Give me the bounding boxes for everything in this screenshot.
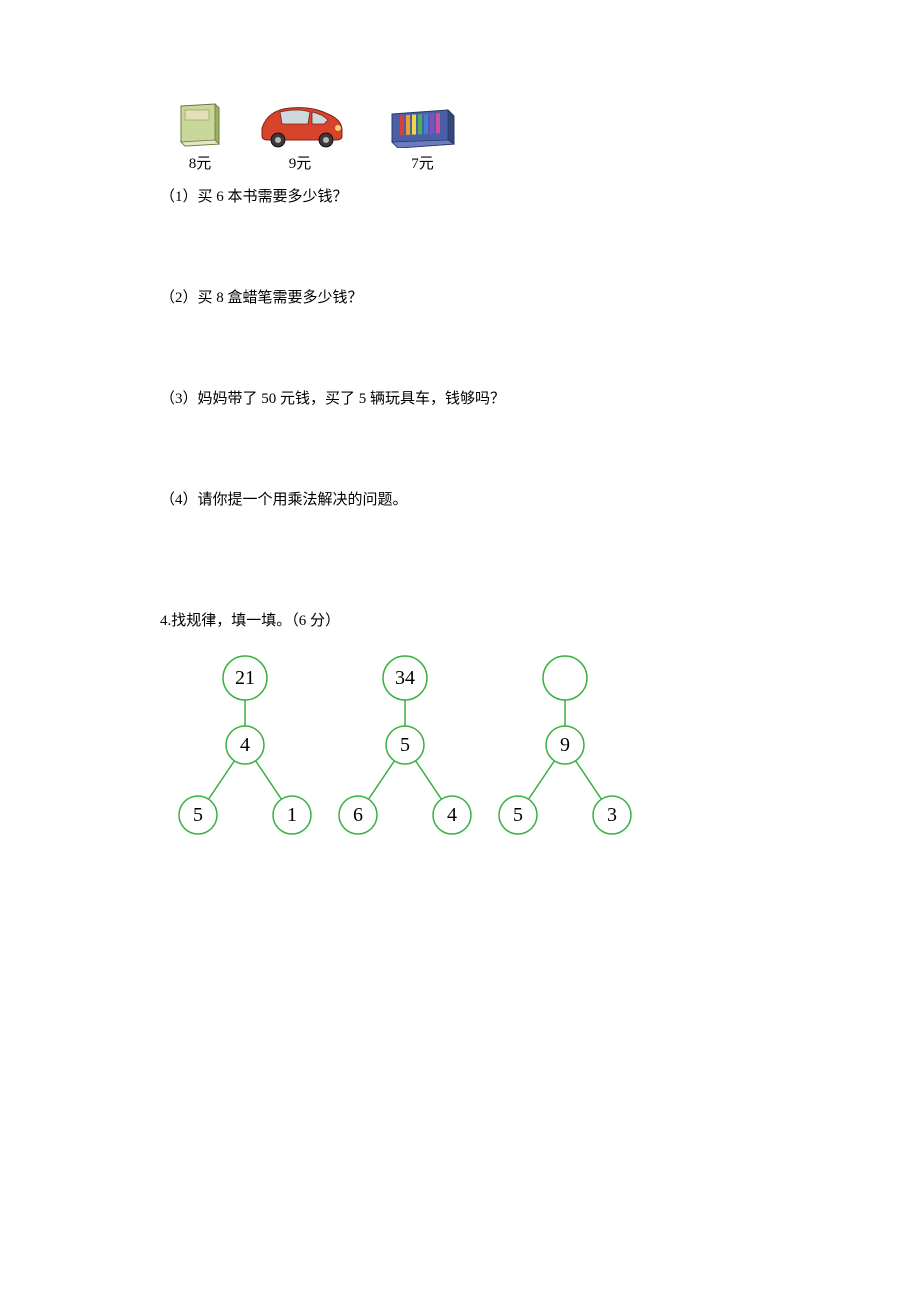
question-4: （4）请你提一个用乘法解决的问题。 (160, 488, 760, 509)
book-price: 8元 (160, 152, 240, 173)
car-icon (250, 100, 350, 148)
question-2: （2）买 8 盒蜡笔需要多少钱？ (160, 286, 760, 307)
section-4-title: 4.找规律，填一填。（6 分） (160, 609, 760, 630)
svg-text:6: 6 (353, 804, 363, 826)
question-1: （1）买 6 本书需要多少钱？ (160, 185, 760, 206)
svg-text:34: 34 (395, 667, 415, 689)
tree-diagram-1: 21 4 5 1 (170, 650, 320, 840)
svg-text:5: 5 (513, 804, 523, 826)
item-car: 9元 (240, 100, 360, 173)
item-book: 8元 (160, 102, 240, 173)
svg-text:5: 5 (193, 804, 203, 826)
crayons-price: 7元 (360, 152, 485, 173)
tree-diagram-2: 34 5 6 4 (330, 650, 480, 840)
svg-text:4: 4 (240, 734, 250, 756)
svg-text:21: 21 (235, 667, 255, 689)
question-3: （3）妈妈带了 50 元钱，买了 5 辆玩具车，钱够吗？ (160, 387, 760, 408)
svg-text:5: 5 (400, 734, 410, 756)
items-row: 8元 9元 7元 (160, 100, 760, 173)
tree-diagrams: 21 4 5 1 34 5 6 4 9 5 3 (170, 650, 760, 840)
svg-text:3: 3 (607, 804, 617, 826)
svg-text:9: 9 (560, 734, 570, 756)
car-price: 9元 (240, 152, 360, 173)
tree-diagram-3: 9 5 3 (490, 650, 640, 840)
svg-text:1: 1 (287, 804, 297, 826)
item-crayons: 7元 (360, 104, 485, 173)
crayons-icon (388, 104, 458, 148)
svg-text:4: 4 (447, 804, 457, 826)
book-icon (175, 102, 225, 148)
